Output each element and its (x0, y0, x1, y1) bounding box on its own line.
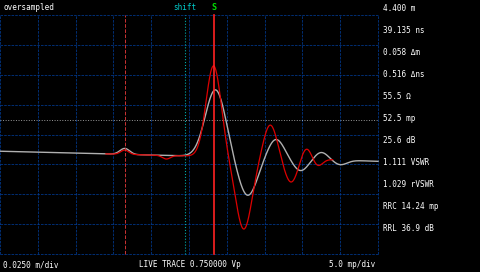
Text: 0.0250 m/div: 0.0250 m/div (3, 260, 59, 269)
Text: 4.400 m: 4.400 m (383, 4, 415, 13)
Text: RRL 36.9 dB: RRL 36.9 dB (383, 224, 434, 233)
Text: 52.5 mp: 52.5 mp (383, 114, 415, 123)
Text: S: S (211, 3, 216, 12)
Text: 0.516 Δns: 0.516 Δns (383, 70, 425, 79)
Text: 5.0 mp/div: 5.0 mp/div (329, 260, 375, 269)
Text: 1.029 rVSWR: 1.029 rVSWR (383, 180, 434, 189)
Text: RRC 14.24 mp: RRC 14.24 mp (383, 202, 439, 211)
Text: 1.111 VSWR: 1.111 VSWR (383, 158, 429, 167)
Text: LIVE TRACE 0.750000 Vp: LIVE TRACE 0.750000 Vp (139, 260, 241, 269)
Text: shift: shift (174, 3, 197, 12)
Text: 0.058 Δm: 0.058 Δm (383, 48, 420, 57)
Text: 25.6 dB: 25.6 dB (383, 136, 415, 145)
Text: 39.135 ns: 39.135 ns (383, 26, 425, 35)
Text: oversampled: oversampled (3, 3, 54, 12)
Text: 55.5 Ω: 55.5 Ω (383, 92, 411, 101)
